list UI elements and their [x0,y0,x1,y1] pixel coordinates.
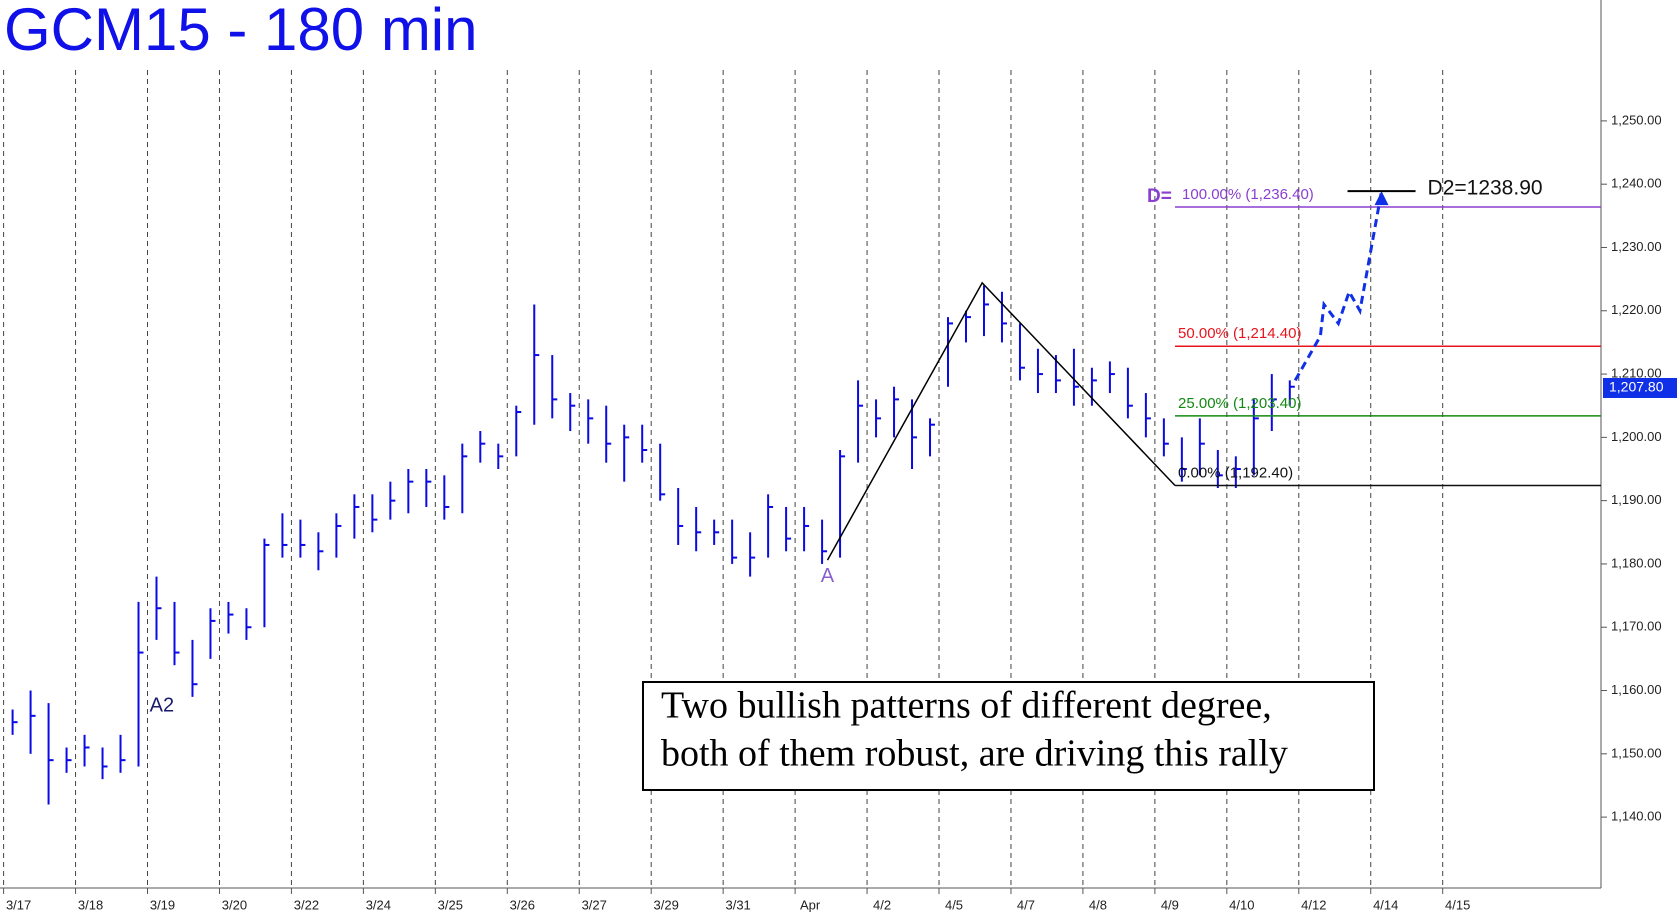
fib-prefix: D= [1147,186,1172,207]
x-tick-label: 3/25 [438,897,463,912]
x-tick-label: 3/22 [294,897,319,912]
x-tick-label: 4/12 [1301,897,1326,912]
x-tick-label: 4/14 [1373,897,1398,912]
fib-label: 25.00% (1,203.40) [1178,395,1301,412]
y-tick-label: 1,250.00 [1611,112,1662,127]
x-tick-label: 3/19 [150,897,175,912]
plot-layer [3,70,1601,888]
x-tick-label: 3/24 [366,897,391,912]
y-tick-label: 1,160.00 [1611,682,1662,697]
x-tick-label: 3/27 [582,897,607,912]
y-tick-label: 1,140.00 [1611,809,1662,824]
x-tick-label: 4/7 [1017,897,1035,912]
annotation: A [821,565,835,587]
projection-arrow [1374,191,1389,206]
y-tick-label: 1,180.00 [1611,555,1662,570]
note-line: both of them robust, are driving this ra… [661,733,1288,775]
fib-label: 0.00% (1,192.40) [1178,464,1293,481]
fib-label: 100.00% (1,236.40) [1182,186,1314,203]
x-tick-label: Apr [800,897,821,912]
y-tick-label: 1,170.00 [1611,619,1662,634]
note-line: Two bullish patterns of different degree… [661,685,1272,727]
note-box [642,681,1375,791]
annotation: A2 [150,695,174,717]
projection-line [1293,190,1384,382]
pattern-line [826,281,1176,561]
x-tick-label: 4/2 [873,897,891,912]
x-tick-label: 3/18 [78,897,103,912]
x-tick-label: 3/29 [654,897,679,912]
x-tick-label: 3/31 [725,897,750,912]
x-tick-label: 4/8 [1089,897,1107,912]
x-tick-label: 4/15 [1445,897,1470,912]
target-label: D2=1238.90 [1428,177,1543,200]
fib-label: 50.00% (1,214.40) [1178,325,1301,342]
y-tick-label: 1,190.00 [1611,492,1662,507]
x-tick-label: 3/20 [222,897,247,912]
y-tick-label: 1,230.00 [1611,239,1662,254]
x-tick-label: 3/17 [6,897,31,912]
last-price-label: 1,207.80 [1609,379,1664,395]
x-tick-label: 4/9 [1161,897,1179,912]
x-tick-label: 4/5 [945,897,963,912]
y-tick-label: 1,240.00 [1611,176,1662,191]
x-tick-label: 3/26 [510,897,535,912]
y-tick-label: 1,220.00 [1611,302,1662,317]
y-tick-label: 1,150.00 [1611,745,1662,760]
y-tick-label: 1,200.00 [1611,429,1662,444]
y-tick-label: 1,210.00 [1611,365,1662,380]
x-tick-label: 4/10 [1229,897,1254,912]
chart-title: GCM15 - 180 min [4,0,478,63]
last-price-box [1603,377,1677,398]
